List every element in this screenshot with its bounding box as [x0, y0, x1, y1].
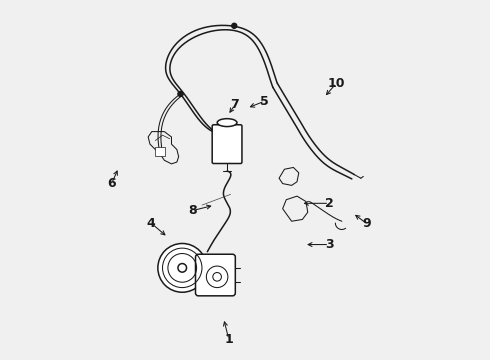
Circle shape: [232, 23, 237, 28]
Circle shape: [213, 273, 221, 281]
Circle shape: [158, 243, 207, 292]
FancyBboxPatch shape: [196, 254, 235, 296]
Bar: [155, 147, 165, 156]
Circle shape: [178, 91, 183, 96]
Text: 6: 6: [107, 177, 116, 190]
Ellipse shape: [217, 119, 237, 127]
Text: 7: 7: [231, 98, 239, 111]
Text: 9: 9: [363, 217, 371, 230]
Text: 1: 1: [224, 333, 233, 346]
Text: 10: 10: [328, 77, 345, 90]
Text: 5: 5: [260, 95, 269, 108]
Text: 3: 3: [325, 238, 334, 251]
Text: 2: 2: [325, 197, 334, 210]
Text: 4: 4: [147, 216, 155, 230]
Text: 8: 8: [189, 204, 197, 217]
FancyBboxPatch shape: [212, 125, 242, 163]
